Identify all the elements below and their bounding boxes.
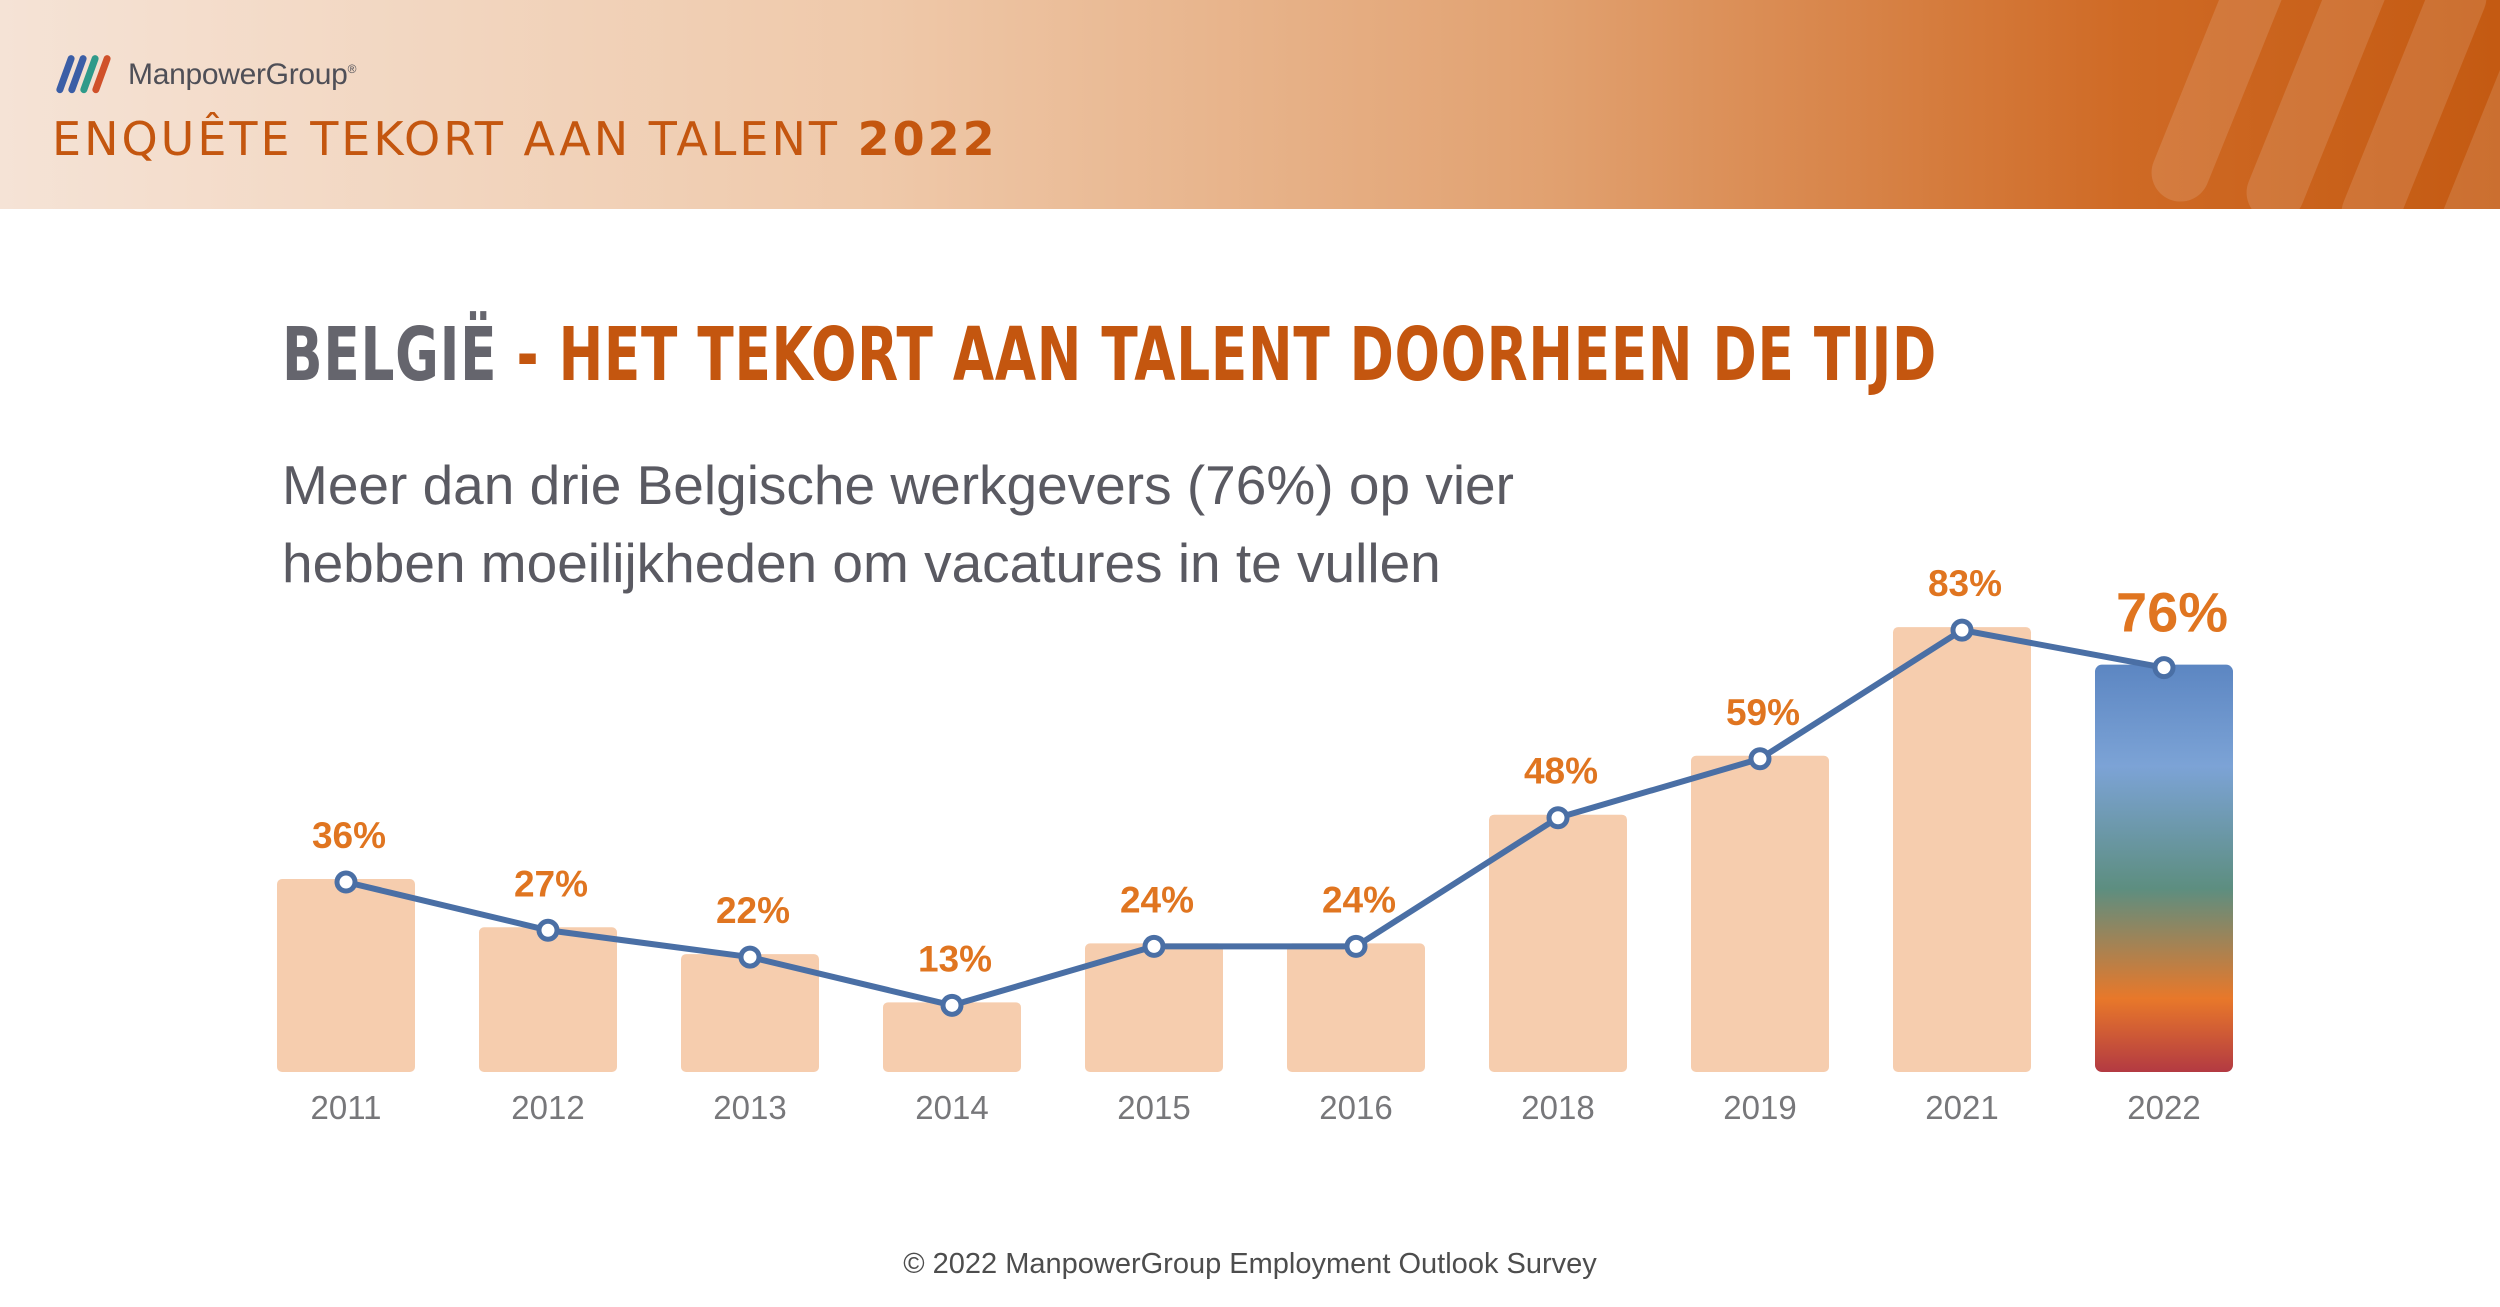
x-tick-label: 2014 (915, 1089, 988, 1126)
data-label: 22% (716, 890, 790, 931)
bar-2014 (883, 1002, 1021, 1072)
bar-2013 (681, 954, 819, 1072)
data-label: 48% (1524, 751, 1598, 792)
data-label: 24% (1120, 879, 1194, 920)
headline-topic: HET TEKORT AAN TALENT DOORHEEN DE TIJD (558, 312, 1937, 398)
logo-icon (56, 55, 111, 94)
trend-point (334, 870, 358, 894)
data-label: 76% (2116, 581, 2228, 644)
x-tick-label: 2016 (1319, 1089, 1392, 1126)
report-year: 2022 (857, 112, 998, 166)
header-banner: ManpowerGroup® ENQUÊTE TEKORT AAN TALENT… (0, 0, 2500, 209)
trend-point (738, 945, 762, 969)
trend-point (1748, 747, 1772, 771)
brand-name: ManpowerGroup® (128, 58, 357, 91)
talent-shortage-chart: 2011 36% 2012 27% 2013 22% 2014 13% 2015 24% 2016 2… (277, 563, 2233, 1126)
x-tick-label: 2012 (511, 1089, 584, 1126)
trend-point (940, 993, 964, 1017)
bar-2015 (1085, 943, 1223, 1072)
data-label: 83% (1928, 563, 2002, 604)
subtitle-line-2: hebben moeilijkheden om vacatures in te … (282, 532, 1441, 594)
x-tick-label: 2013 (713, 1089, 786, 1126)
data-label: 36% (312, 815, 386, 856)
trend-point (1142, 934, 1166, 958)
data-label: 13% (918, 938, 992, 979)
x-tick-label: 2019 (1723, 1089, 1796, 1126)
headline-country: BELGIË (282, 312, 498, 398)
trend-point (1950, 618, 1974, 642)
data-label: 59% (1726, 692, 1800, 733)
chart-subtitle: Meer dan drie Belgische werkgevers (76%)… (282, 446, 1882, 602)
bar-2011 (277, 879, 415, 1072)
bar-2021 (1893, 627, 2031, 1072)
source-footer: © 2022 ManpowerGroup Employment Outlook … (903, 1248, 1597, 1280)
trend-point (1546, 806, 1570, 830)
trend-point (536, 918, 560, 942)
data-label: 24% (1322, 879, 1396, 920)
trend-point (1344, 934, 1368, 958)
bar-2018 (1489, 814, 1627, 1072)
bar-2022 (2095, 664, 2233, 1072)
bar-2019 (1691, 755, 1829, 1072)
x-tick-label: 2015 (1117, 1089, 1190, 1126)
x-tick-label: 2018 (1521, 1089, 1594, 1126)
x-tick-label: 2022 (2127, 1089, 2200, 1126)
x-tick-label: 2021 (1925, 1089, 1998, 1126)
trend-point (2152, 656, 2176, 680)
x-tick-label: 2011 (311, 1089, 382, 1126)
bar-2016 (1287, 943, 1425, 1072)
subtitle-line-1: Meer dan drie Belgische werkgevers (76%)… (282, 454, 1514, 516)
brand-logo: ManpowerGroup® (52, 50, 356, 100)
chart-headline: BELGIË - HET TEKORT AAN TALENT DOORHEEN … (282, 318, 1937, 392)
data-label: 27% (514, 863, 588, 904)
bar-2012 (479, 927, 617, 1072)
report-title: ENQUÊTE TEKORT AAN TALENT 2022 (52, 112, 998, 166)
trend-line (345, 627, 2165, 1009)
headline-separator: - (516, 312, 540, 398)
